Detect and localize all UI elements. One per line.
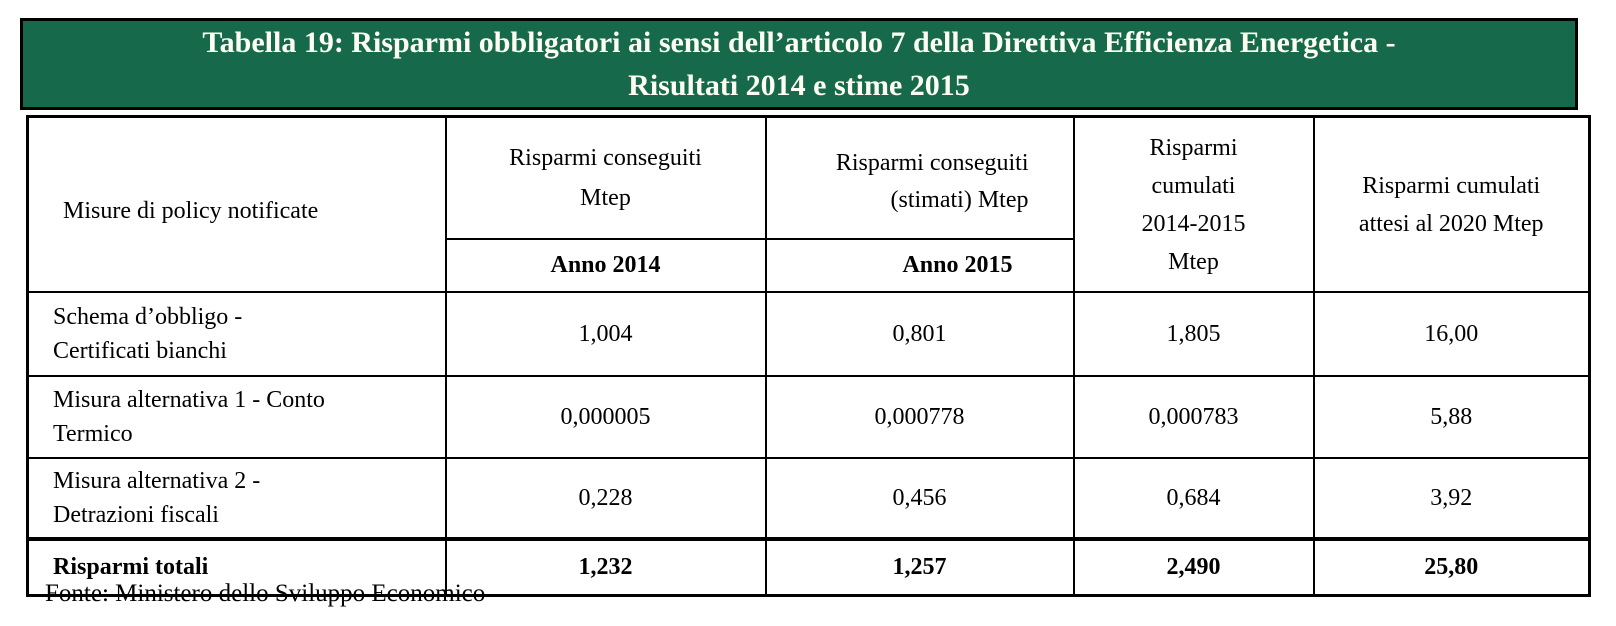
- value-anno-2014: 0,000005: [444, 375, 767, 459]
- header-row-top: Misure di policy notificate Risparmi con…: [26, 115, 1591, 293]
- header-row-sub: Anno 2014 Anno 2015: [28, 238, 1590, 293]
- row-label-line: Misura alternativa 1 - Conto: [53, 387, 325, 413]
- table-title-bar: Tabella 19: Risparmi obbligatori ai sens…: [20, 18, 1578, 110]
- header-line: (stimati) Mtep: [890, 186, 1029, 213]
- table-title-line2: Risultati 2014 e stime 2015: [628, 69, 970, 102]
- table-title-line1: Tabella 19: Risparmi obbligatori ai sens…: [202, 26, 1396, 59]
- header-line: Risparmi conseguiti: [835, 149, 1029, 176]
- value-cumulati: 0,000783: [1072, 375, 1315, 459]
- header-cumulati-2020: Risparmi cumulati attesi al 2020 Mtep: [1312, 115, 1591, 293]
- row-label: Misura alternativa 1 - Conto Termico: [26, 375, 447, 459]
- header-line: Risparmi conseguiti: [509, 145, 702, 171]
- header-conseguiti-2014: Risparmi conseguiti Mtep: [444, 115, 767, 240]
- header-line: 2014-2015: [1141, 210, 1246, 237]
- header-line: cumulati: [1151, 172, 1236, 199]
- value-attesi-2020: 3,92: [1312, 457, 1591, 540]
- header-anno-2014: Anno 2014: [444, 238, 767, 293]
- row-label-line: Certificati bianchi: [53, 338, 227, 364]
- totals-label: Risparmi totali: [26, 537, 447, 597]
- header-line: Mtep: [580, 185, 631, 211]
- value-anno-2015: 0,801: [764, 291, 1075, 377]
- value-anno-2015: 0,456: [764, 457, 1075, 540]
- value-anno-2014: 0,228: [444, 457, 767, 540]
- header-line: Risparmi cumulati: [1362, 172, 1541, 199]
- table-row: Misura alternativa 2 - Detrazioni fiscal…: [26, 457, 1591, 540]
- row-label-line: Termico: [53, 421, 133, 447]
- risparmi-table: Misure di policy notificate Risparmi con…: [26, 115, 1591, 597]
- header-conseguiti-2015: Risparmi conseguiti (stimati) Mtep: [764, 115, 1075, 240]
- value-attesi-2020: 16,00: [1312, 291, 1591, 377]
- value-cumulati: 0,684: [1072, 457, 1315, 540]
- header-line: attesi al 2020 Mtep: [1358, 210, 1544, 237]
- table-row: Schema d’obbligo - Certificati bianchi 1…: [26, 291, 1591, 377]
- value-anno-2014: 1,004: [444, 291, 767, 377]
- source-note: Fonte: Ministero dello Sviluppo Economic…: [45, 580, 486, 607]
- row-label-line: Detrazioni fiscali: [53, 502, 219, 528]
- header-measures: Misure di policy notificate: [26, 115, 447, 293]
- row-label-line: Schema d’obbligo -: [53, 304, 243, 330]
- header-line: Risparmi: [1149, 134, 1238, 161]
- value-anno-2015: 0,000778: [764, 375, 1075, 459]
- value-cumulati: 1,805: [1072, 291, 1315, 377]
- header-line: Mtep: [1168, 248, 1219, 275]
- totals-anno-2014: 1,232: [444, 537, 767, 597]
- totals-row: Risparmi totali 1,232 1,257 2,490 25,80: [26, 537, 1591, 597]
- row-label: Schema d’obbligo - Certificati bianchi: [26, 291, 447, 377]
- row-label: Misura alternativa 2 - Detrazioni fiscal…: [26, 457, 447, 540]
- totals-anno-2015: 1,257: [764, 537, 1075, 597]
- totals-attesi-2020: 25,80: [1312, 537, 1591, 597]
- totals-cumulati: 2,490: [1072, 537, 1315, 597]
- row-label-line: Misura alternativa 2 -: [53, 468, 261, 494]
- header-cumulati: Risparmi cumulati 2014-2015 Mtep: [1072, 115, 1315, 293]
- table-row: Misura alternativa 1 - Conto Termico 0,0…: [26, 375, 1591, 459]
- header-anno-2015: Anno 2015: [764, 238, 1075, 293]
- value-attesi-2020: 5,88: [1312, 375, 1591, 459]
